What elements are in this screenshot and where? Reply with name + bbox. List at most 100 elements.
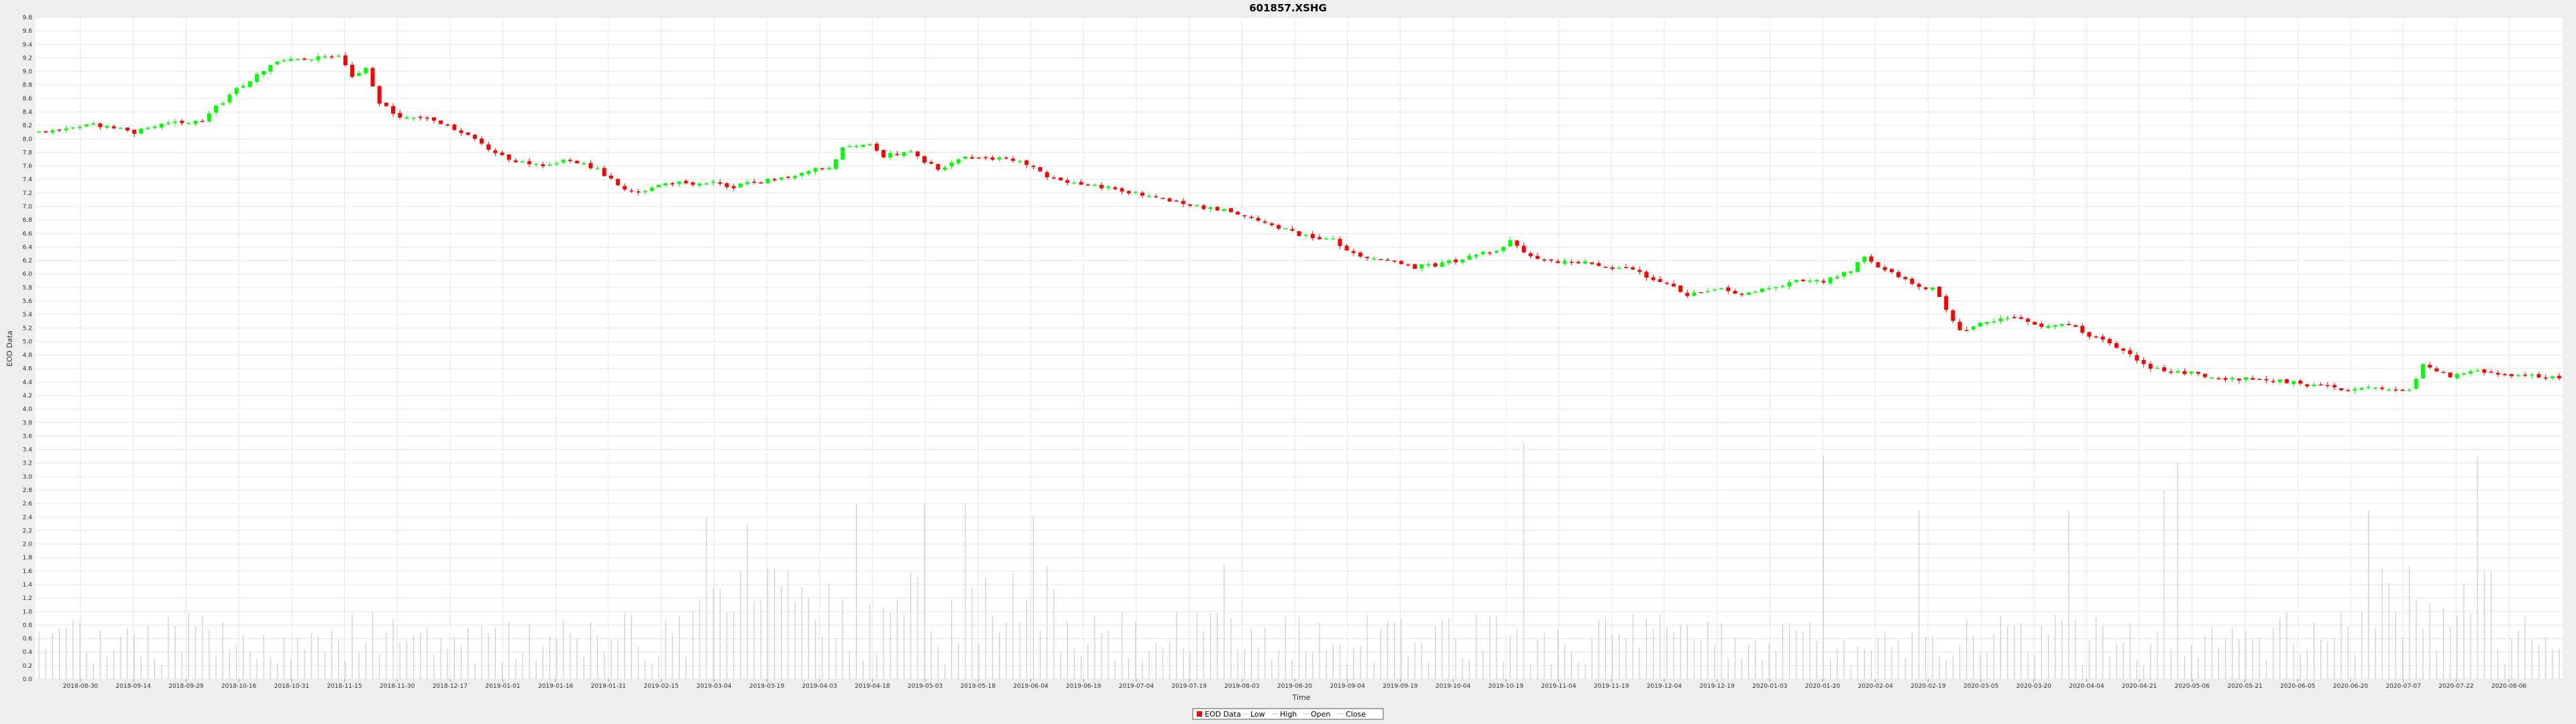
y-tick-label: 6.8 — [23, 217, 33, 224]
candle-body — [772, 179, 777, 180]
candle-body — [193, 121, 198, 124]
candle-body — [2448, 372, 2453, 377]
candle-body — [1072, 182, 1077, 184]
candle-body — [1658, 279, 1662, 282]
candle-body — [684, 180, 688, 184]
candle-body — [91, 123, 96, 125]
candle-body — [405, 117, 409, 119]
candle-body — [1590, 262, 1595, 264]
candle-body — [636, 191, 641, 193]
y-tick-label: 2.6 — [23, 501, 33, 507]
candle-body — [1808, 280, 1813, 282]
candle-body — [847, 145, 852, 147]
y-tick-label: 0.2 — [23, 663, 32, 670]
candle-body — [146, 127, 150, 129]
x-tick-label: 2018-08-30 — [63, 683, 99, 690]
candle-body — [2312, 384, 2316, 387]
candle-body — [1801, 280, 1805, 282]
candle-body — [1085, 184, 1090, 186]
candle-body — [2339, 388, 2344, 391]
candle-body — [1828, 278, 1833, 284]
y-tick-label: 9.0 — [23, 69, 33, 76]
y-tick-label: 6.4 — [23, 244, 33, 251]
candle-body — [1283, 228, 1288, 229]
candle-body — [316, 56, 321, 60]
candle-body — [2251, 377, 2255, 380]
candle-body — [643, 190, 647, 192]
candle-body — [1324, 238, 1329, 240]
candle-body — [207, 113, 211, 122]
candle-body — [1379, 259, 1383, 260]
candle-body — [118, 127, 123, 129]
candle-body — [1896, 272, 1901, 278]
candle-body — [1413, 264, 1417, 269]
candle-body — [1426, 264, 1431, 265]
candle-body — [752, 182, 757, 183]
candle-body — [1059, 177, 1063, 180]
x-tick-label: 2018-11-30 — [380, 683, 415, 690]
candle-body — [2053, 324, 2057, 327]
candle-body — [895, 154, 900, 156]
candle-body — [1018, 160, 1022, 162]
candle-body — [125, 127, 130, 131]
candle-body — [1487, 252, 1492, 254]
candle-body — [724, 183, 729, 188]
candle-body — [1494, 251, 1499, 253]
candle-body — [963, 156, 967, 159]
candle-body — [282, 60, 286, 62]
candle-body — [214, 105, 219, 113]
candle-body — [1174, 200, 1179, 202]
candle-body — [2059, 324, 2064, 326]
candle-body — [1610, 267, 1615, 269]
x-tick-label: 2020-08-06 — [2491, 683, 2527, 690]
y-tick-label: 5.6 — [23, 298, 33, 305]
candle-body — [2496, 373, 2500, 375]
candle-body — [1712, 289, 1717, 291]
candle-body — [57, 129, 62, 131]
candle-body — [867, 144, 872, 145]
candle-body — [493, 150, 498, 154]
candle-body — [1889, 269, 1894, 273]
candle-body — [439, 120, 443, 125]
candles — [37, 52, 2561, 394]
candle-body — [595, 168, 600, 170]
y-tick-label: 7.8 — [23, 149, 33, 156]
candle-body — [2202, 373, 2207, 377]
candle-body — [2230, 377, 2235, 379]
candle-body — [854, 145, 859, 147]
candle-body — [520, 161, 525, 163]
candle-body — [2066, 324, 2071, 325]
y-tick-label: 7.2 — [23, 190, 32, 197]
candle-body — [786, 176, 790, 178]
candle-body — [936, 164, 941, 170]
candle-body — [2148, 363, 2153, 369]
candle-body — [1242, 215, 1247, 217]
y-tick-label: 7.0 — [23, 204, 33, 210]
candle-body — [1372, 258, 1377, 260]
y-tick-label: 7.6 — [23, 164, 33, 170]
candle-body — [779, 177, 784, 180]
x-tick-label: 2020-03-20 — [2017, 683, 2052, 690]
candle-body — [2530, 374, 2534, 376]
candle-body — [554, 163, 559, 165]
candle-body — [1705, 291, 1710, 292]
candle-body — [262, 70, 266, 75]
x-tick-label: 2019-10-19 — [1489, 683, 1524, 690]
candle-body — [534, 164, 539, 165]
x-tick-label: 2019-06-04 — [1013, 683, 1049, 690]
candle-body — [793, 176, 798, 178]
candle-body — [765, 178, 770, 184]
candle-body — [2420, 364, 2425, 379]
candle-body — [200, 121, 205, 123]
candle-body — [1562, 261, 1567, 264]
candle-body — [1188, 204, 1193, 206]
candle-body — [343, 55, 347, 66]
candle-body — [1542, 259, 1547, 261]
candle-body — [173, 121, 178, 123]
candle-body — [2379, 387, 2384, 389]
candle-body — [1739, 294, 1744, 295]
candle-body — [2400, 389, 2405, 391]
legend-entry: Open — [1311, 710, 1330, 719]
candle-body — [377, 86, 382, 104]
candle-body — [2210, 377, 2214, 379]
